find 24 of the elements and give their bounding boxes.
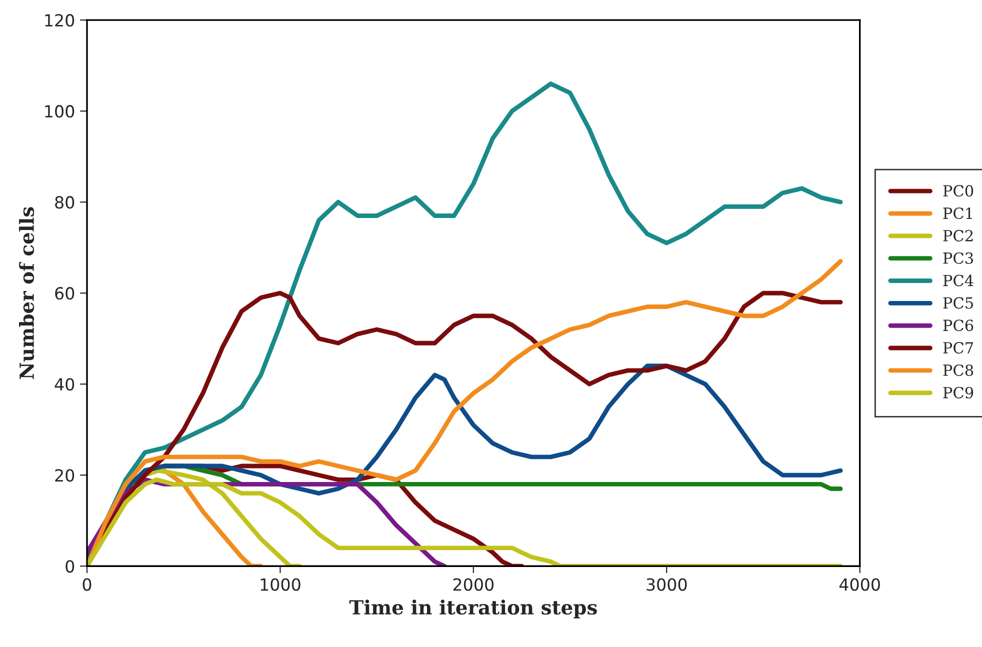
- y-tick-label: 20: [55, 469, 74, 482]
- y-tick-label: 80: [55, 196, 74, 209]
- legend-label: PC5: [943, 297, 973, 309]
- y-tick-label: 40: [54, 378, 74, 391]
- x-tick-label: 2000: [453, 578, 494, 591]
- x-axis-title: Time in iteration steps: [349, 600, 597, 618]
- x-tick-label: 3000: [646, 578, 687, 591]
- legend-label: PC9: [943, 386, 974, 398]
- y-tick-label: 60: [55, 287, 74, 300]
- y-tick-label: 0: [66, 560, 74, 573]
- legend-label: PC3: [943, 252, 973, 264]
- legend-label: PC7: [943, 342, 974, 354]
- legend-label: PC0: [943, 185, 974, 197]
- x-tick-label: 0: [82, 578, 92, 591]
- legend-label: PC6: [943, 320, 974, 332]
- legend-label: PC1: [943, 207, 972, 220]
- x-tick-label: 1000: [260, 578, 300, 591]
- x-tick-label: 4000: [839, 578, 880, 591]
- legend-label: PC4: [943, 274, 974, 286]
- y-tick-label: 100: [45, 105, 74, 118]
- y-axis-title: Number of cells: [19, 207, 34, 379]
- legend-label: PC8: [943, 364, 974, 376]
- y-tick-label: 120: [45, 14, 74, 27]
- legend-label: PC2: [943, 230, 973, 242]
